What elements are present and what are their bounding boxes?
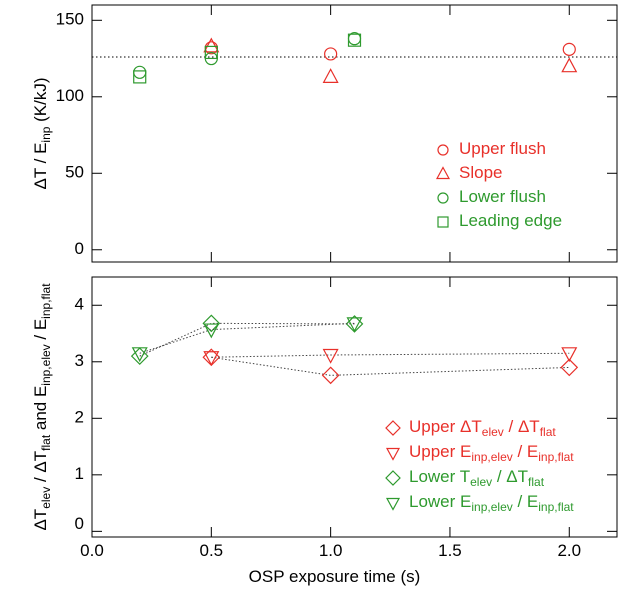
legend-label: Lower Telev​ / ΔTflat​ (409, 467, 545, 489)
x-tick-label: 1.5 (438, 541, 462, 560)
marker (203, 37, 220, 53)
y-tick-label: 0 (75, 514, 84, 533)
marker (322, 68, 339, 83)
legend-label: Lower flush (459, 187, 546, 206)
y-tick-label: 150 (56, 10, 84, 29)
legend-marker (385, 497, 401, 511)
legend-marker (385, 447, 401, 461)
marker (133, 70, 147, 84)
plot-frame (91, 276, 618, 538)
marker (561, 57, 578, 73)
marker (133, 65, 147, 79)
marker (562, 42, 576, 56)
legend-label: Upper Einp,elev​ / Einp,flat​ (409, 442, 574, 464)
marker (322, 348, 339, 364)
y-tick-label: 3 (75, 351, 84, 370)
marker (131, 347, 148, 363)
legend-label: Upper ΔTelev​ / ΔTflat​ (409, 417, 556, 439)
legend-marker (385, 420, 401, 436)
marker (130, 347, 149, 365)
y-tick-label: 4 (75, 295, 84, 314)
y-tick-label: 0 (75, 239, 84, 258)
plot-frame (91, 4, 618, 263)
series-line (139, 322, 355, 354)
legend-label: Leading edge (459, 211, 562, 230)
marker (321, 366, 340, 385)
legend-label: Lower Einp,elev​ / Einp,flat​ (409, 492, 574, 514)
x-tick-label: 0.5 (199, 541, 223, 560)
series-line (211, 356, 570, 376)
y-axis-label: ΔT / Einp​ (K/kJ) (31, 77, 53, 189)
legend-label: Upper flush (459, 139, 546, 158)
marker (203, 351, 220, 367)
marker (560, 358, 579, 377)
marker (324, 47, 338, 61)
y-tick-label: 1 (75, 464, 84, 483)
series-line (211, 352, 570, 358)
legend-marker (437, 192, 449, 204)
y-tick-label: 50 (65, 163, 84, 182)
y-tick-label: 100 (56, 86, 84, 105)
legend-marker (435, 166, 451, 180)
legend-marker (437, 216, 449, 228)
marker (561, 347, 578, 363)
x-tick-label: 0.0 (80, 541, 104, 560)
legend-marker (385, 470, 401, 486)
series-line (139, 322, 355, 357)
marker (346, 317, 363, 333)
marker (204, 45, 218, 60)
y-axis-label: ΔTelev​ / ΔTflat​ and Einp,elev​ / Einp,… (31, 283, 53, 531)
y-tick-label: 2 (75, 408, 84, 427)
x-tick-label: 2.0 (557, 541, 581, 560)
marker (347, 33, 362, 47)
marker (202, 314, 221, 333)
legend-marker (437, 144, 449, 156)
legend-label: Slope (459, 163, 502, 182)
marker (203, 323, 220, 339)
x-axis-label: OSP exposure time (s) (249, 567, 421, 586)
x-tick-label: 1.0 (319, 541, 343, 560)
